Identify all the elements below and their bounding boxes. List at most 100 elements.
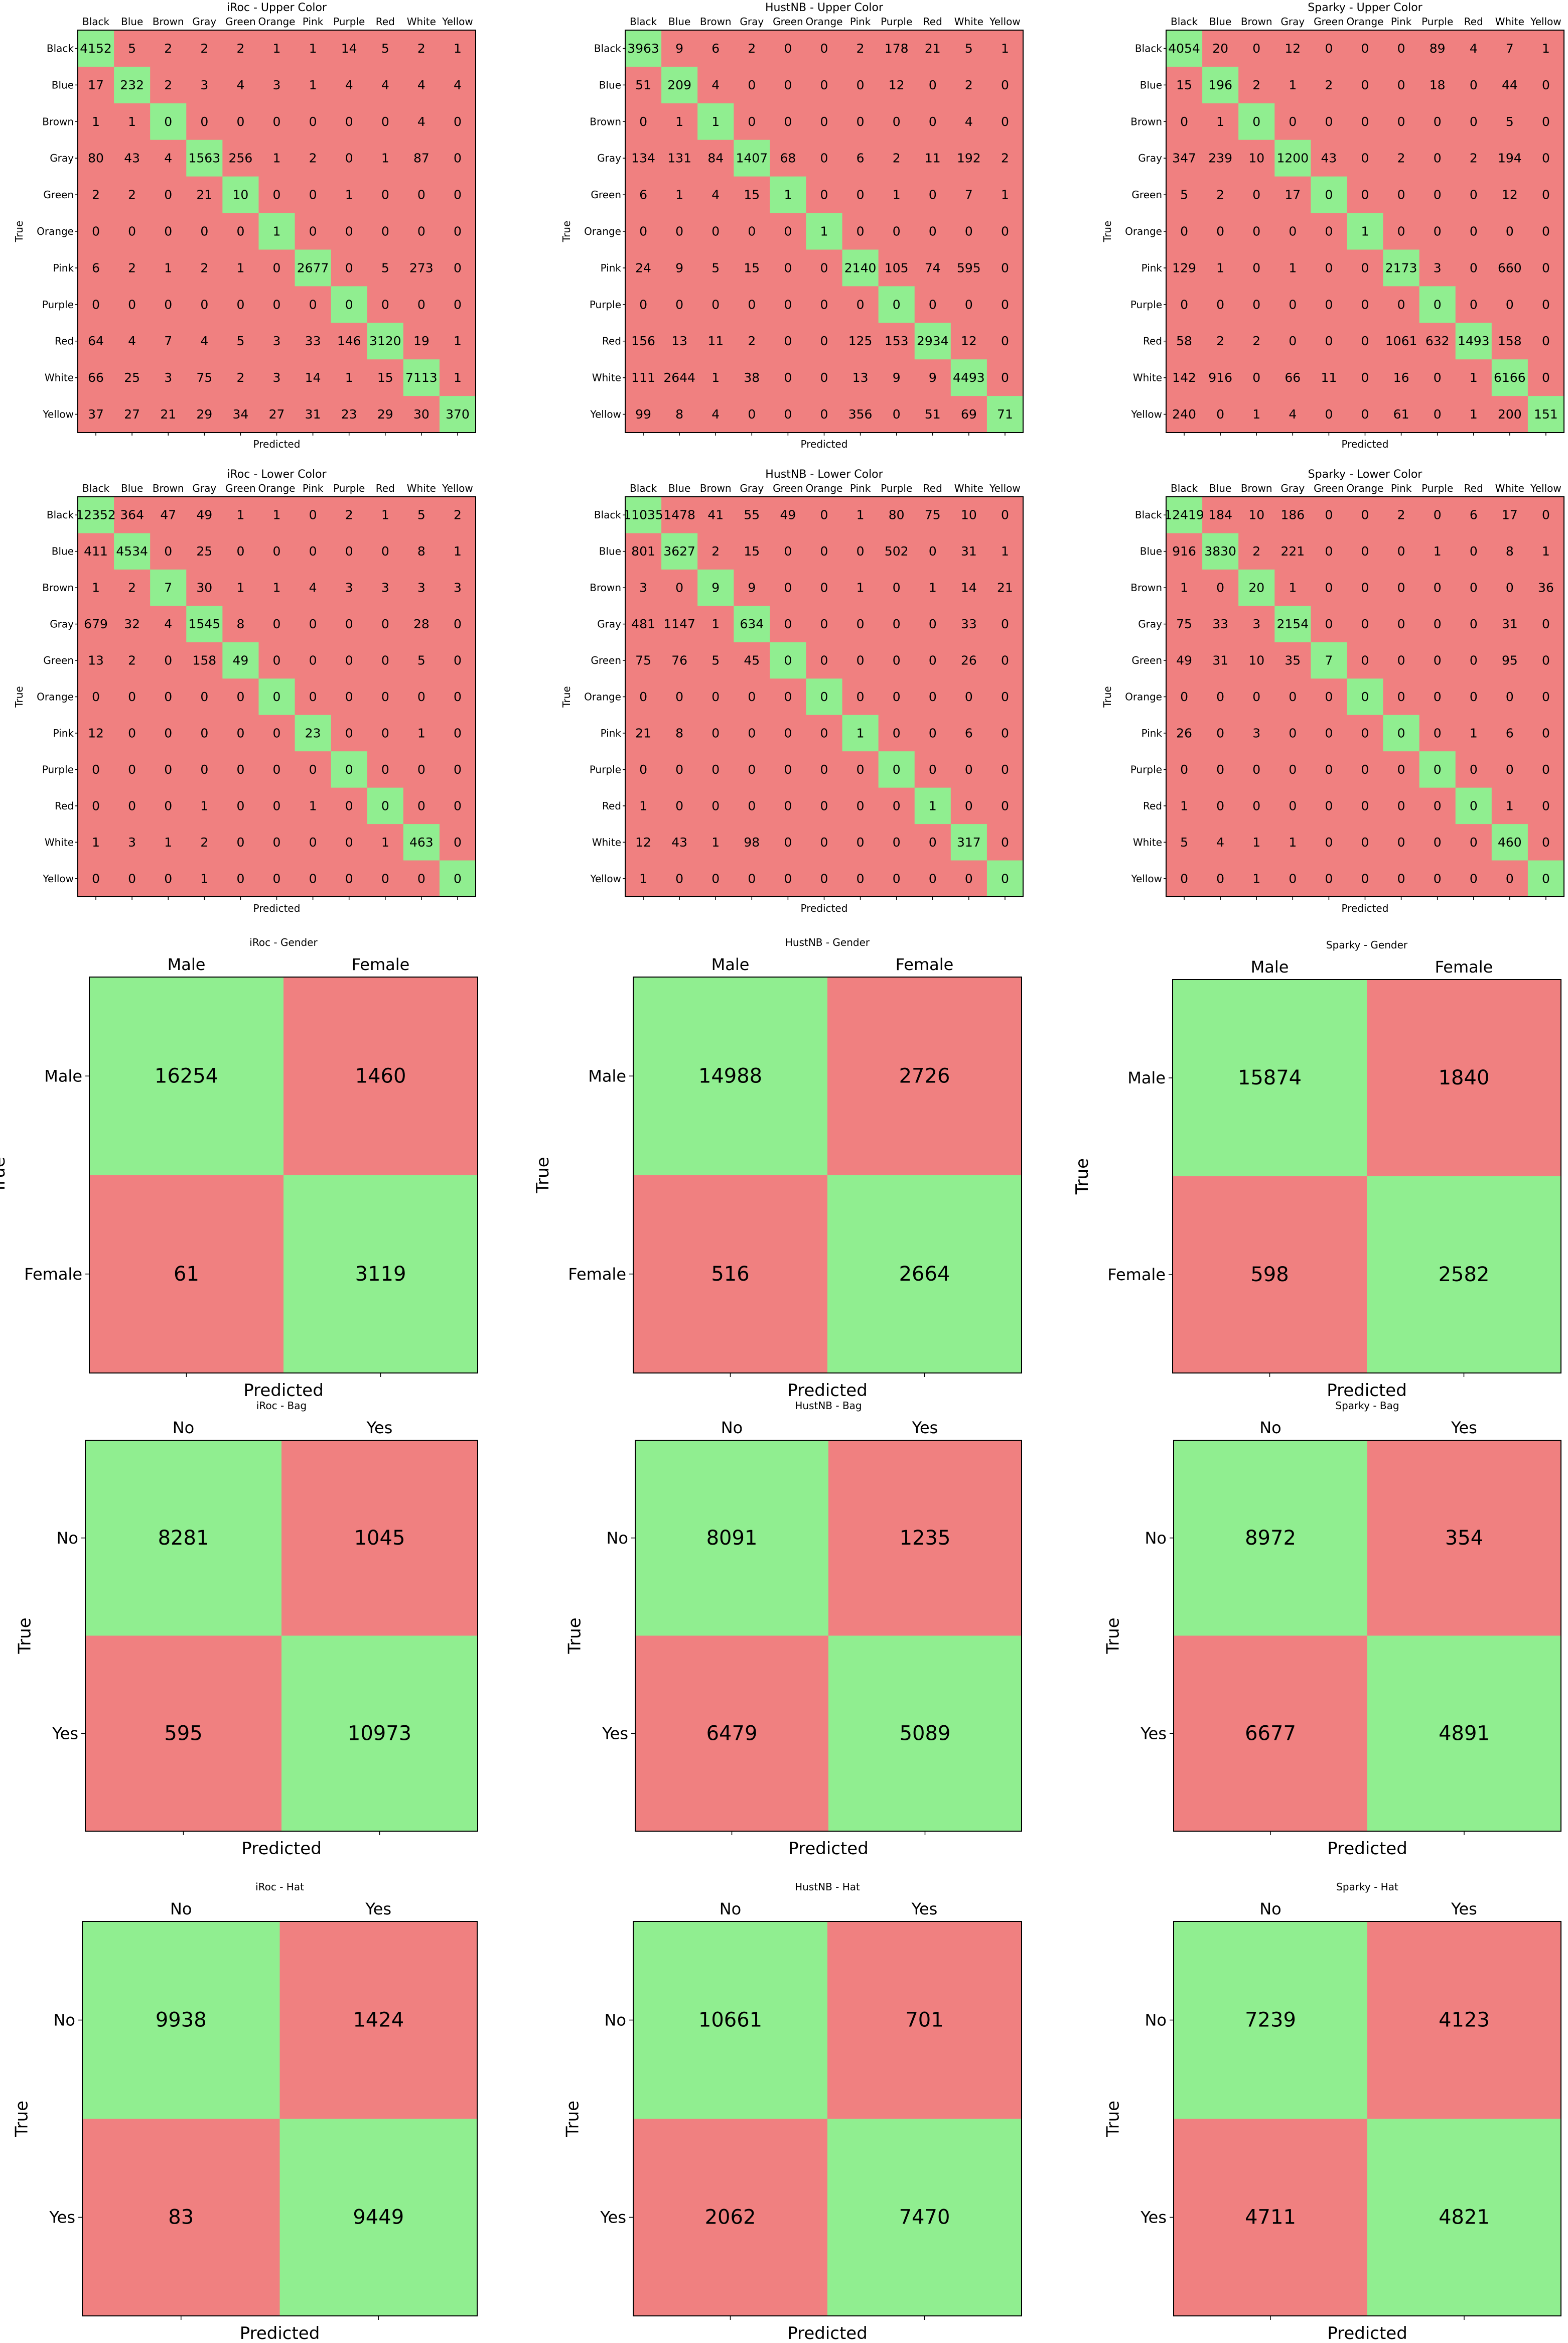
x-tick-label: Green xyxy=(1314,482,1344,494)
cell-value: 4821 xyxy=(1439,2206,1490,2229)
cell-value: 184 xyxy=(1208,508,1232,522)
matrix-cell xyxy=(1274,286,1311,323)
cell-value: 51 xyxy=(925,407,941,422)
cell-value: 0 xyxy=(128,798,136,813)
y-tick-label: Red xyxy=(55,800,74,812)
matrix-cell xyxy=(295,606,332,643)
matrix-cell xyxy=(878,140,915,177)
cell-value: 273 xyxy=(409,260,434,275)
x-tick-label: Red xyxy=(1464,482,1483,494)
cell-value: 2 xyxy=(1252,334,1260,348)
y-tick-label: Black xyxy=(47,42,74,54)
cell-value: 0 xyxy=(454,690,462,704)
cell-value: 4 xyxy=(128,334,136,348)
cell-value: 1 xyxy=(1506,798,1514,813)
cell-value: 0 xyxy=(1470,617,1478,631)
cell-value: 1 xyxy=(675,188,683,202)
y-axis-label: True xyxy=(1101,686,1113,708)
cell-value: 0 xyxy=(1252,114,1260,129)
matrix-cell xyxy=(878,286,915,323)
matrix-cell xyxy=(697,103,734,141)
cell-value: 49 xyxy=(233,653,249,668)
x-axis-label: Predicted xyxy=(1342,902,1389,914)
matrix-cell xyxy=(1311,249,1348,287)
matrix-cell xyxy=(114,751,151,788)
x-axis-label: Predicted xyxy=(240,2323,320,2343)
x-tick-label: Male xyxy=(1251,957,1289,977)
matrix-cell xyxy=(114,569,151,606)
y-tick-label: Yes xyxy=(1140,2208,1167,2227)
x-tick-label: Red xyxy=(923,16,942,28)
cell-value: 0 xyxy=(381,871,389,886)
matrix-cell xyxy=(150,678,187,716)
cell-value: 61 xyxy=(174,1263,199,1286)
matrix-cell xyxy=(1491,30,1528,67)
matrix-cell xyxy=(986,396,1024,433)
matrix-cell xyxy=(367,642,404,679)
x-tick-label: Gray xyxy=(740,16,764,28)
cell-value: 74 xyxy=(925,260,941,275)
cell-value: 4 xyxy=(711,407,720,422)
matrix-cell xyxy=(222,533,259,570)
matrix-cell xyxy=(186,30,223,67)
matrix-cell xyxy=(1274,66,1311,104)
cell-value: 17 xyxy=(88,78,104,92)
cell-value: 0 xyxy=(748,798,756,813)
cell-value: 0 xyxy=(1361,41,1369,56)
matrix-cell xyxy=(367,497,404,534)
cell-value: 0 xyxy=(164,224,172,239)
cell-value: 0 xyxy=(309,224,317,239)
cell-value: 9 xyxy=(893,370,901,385)
x-tick-label: Yes xyxy=(365,1899,391,1918)
cell-value: 9 xyxy=(929,370,937,385)
cell-value: 33 xyxy=(961,617,977,631)
cell-value: 41 xyxy=(707,508,724,522)
matrix-cell xyxy=(1491,323,1528,360)
cell-value: 21 xyxy=(997,581,1013,595)
matrix-cell xyxy=(914,66,951,104)
x-tick-label: Pink xyxy=(1391,16,1412,28)
cell-value: 84 xyxy=(707,151,724,166)
cell-value: 0 xyxy=(857,114,865,129)
matrix-cell xyxy=(78,533,114,570)
cell-value: 0 xyxy=(381,114,389,129)
cell-value: 11035 xyxy=(623,508,663,522)
matrix-cell xyxy=(222,176,259,214)
matrix-cell xyxy=(734,606,770,643)
y-tick-label: No xyxy=(604,2011,626,2030)
cell-value: 0 xyxy=(1542,334,1550,348)
cell-value: 0 xyxy=(273,798,281,813)
matrix-cell xyxy=(78,396,114,433)
matrix-cell xyxy=(331,66,368,104)
matrix-cell xyxy=(1202,66,1239,104)
cell-value: 0 xyxy=(748,690,756,704)
cell-value: 0 xyxy=(784,544,792,559)
cell-value: 0 xyxy=(893,871,901,886)
matrix-cell xyxy=(625,533,662,570)
y-tick-label: Brown xyxy=(590,115,621,127)
cell-value: 1 xyxy=(273,151,281,166)
cell-value: 0 xyxy=(381,798,389,813)
matrix-cell xyxy=(114,323,151,360)
cell-value: 0 xyxy=(1001,114,1009,129)
cell-value: 2 xyxy=(1397,508,1405,522)
cell-value: 0 xyxy=(1289,726,1297,740)
matrix-cell xyxy=(403,140,440,177)
matrix-cell xyxy=(1274,323,1311,360)
matrix-cell xyxy=(439,176,476,214)
cell-value: 0 xyxy=(417,871,425,886)
matrix-cell xyxy=(331,642,368,679)
matrix-cell xyxy=(295,30,332,67)
matrix-cell xyxy=(878,359,915,396)
cell-value: 0 xyxy=(784,78,792,92)
matrix-cell xyxy=(222,359,259,396)
x-tick-label: Black xyxy=(82,16,110,28)
matrix-cell xyxy=(258,751,296,788)
cell-value: 0 xyxy=(1542,188,1550,202)
cell-value: 0 xyxy=(639,224,647,239)
cell-value: 0 xyxy=(164,297,172,312)
matrix-cell xyxy=(806,103,843,141)
matrix-cell xyxy=(625,213,662,250)
matrix-cell xyxy=(367,860,404,897)
